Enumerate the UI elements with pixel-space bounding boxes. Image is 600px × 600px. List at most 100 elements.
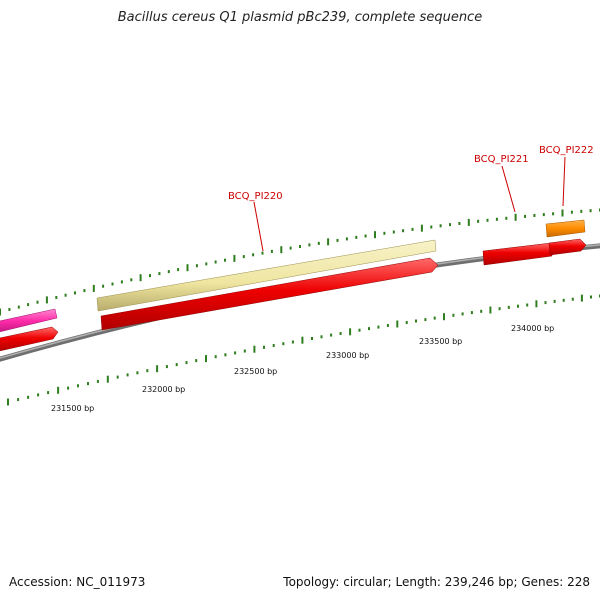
outer-track-tick: [430, 225, 433, 229]
accession-label: Accession: NC_011973: [9, 575, 146, 589]
outer-track-tick: [224, 258, 226, 262]
outer-track-tick: [439, 224, 442, 228]
gene-feature-bcq-pi221[interactable]: [482, 242, 553, 266]
leader-line-bcq-pi222: [562, 156, 566, 207]
sequence-stats-label: Topology: circular; Length: 239,246 bp; …: [283, 575, 590, 589]
gene-label-bcq-pi221[interactable]: BCQ_PI221: [474, 154, 529, 165]
outer-track-tick: [270, 249, 273, 253]
outer-track-tick: [570, 210, 573, 214]
scale-tick: [146, 369, 149, 373]
scale-tick: [339, 332, 342, 335]
outer-track-tick: [17, 305, 20, 309]
outer-track-tick: [383, 231, 386, 235]
gene-feature-pink[interactable]: [0, 308, 58, 333]
scale-tick: [526, 303, 529, 307]
outer-track-tick: [102, 284, 105, 288]
outer-track-tick: [27, 303, 30, 307]
outer-track-tick: [120, 280, 123, 284]
scale-tick: [165, 365, 168, 369]
scale-tick: [47, 391, 50, 395]
scale-label-232000: 232000 bp: [142, 385, 185, 394]
outer-track-tick: [252, 253, 255, 257]
outer-track-tick: [92, 284, 95, 292]
outer-track-tick: [177, 268, 180, 272]
scale-label-234000: 234000 bp: [511, 324, 554, 333]
scale-tick: [156, 365, 159, 373]
outer-track-tick: [364, 234, 367, 238]
outer-track-tick: [589, 209, 592, 213]
scale-tick: [562, 298, 565, 302]
scale-tick: [234, 351, 237, 355]
outer-track-tick: [36, 300, 39, 304]
scale-tick: [311, 337, 313, 340]
scale-tick: [461, 312, 464, 316]
outer-track-tick: [186, 264, 189, 272]
gene-feature-bcq-pi222[interactable]: [545, 219, 586, 238]
outer-track-tick: [242, 255, 245, 259]
scale-tick: [377, 325, 380, 329]
scale-tick: [57, 386, 60, 394]
outer-track-tick: [336, 238, 339, 242]
scale-tick: [507, 305, 510, 309]
outer-track-tick: [449, 223, 451, 227]
scale-tick: [544, 301, 547, 305]
outer-track-tick: [0, 308, 1, 316]
scale-tick: [415, 319, 417, 323]
scale-tick: [517, 304, 519, 308]
scale-tick: [224, 353, 227, 357]
outer-track-tick: [392, 230, 395, 234]
scale-tick: [7, 398, 9, 406]
scale-tick: [301, 336, 304, 344]
outer-track-tick: [533, 214, 536, 217]
scale-tick: [205, 355, 207, 363]
scale-tick: [67, 386, 70, 390]
outer-track-tick: [139, 274, 142, 282]
outer-track-tick: [458, 222, 461, 225]
scale-tick: [470, 311, 473, 315]
outer-track-tick: [411, 227, 414, 231]
outer-track-tick: [477, 219, 480, 223]
gene-label-bcq-pi222[interactable]: BCQ_PI222: [539, 145, 594, 156]
scale-tick: [96, 379, 99, 383]
outer-track-tick: [524, 214, 526, 218]
scale-tick: [291, 340, 294, 344]
gene-feature-right[interactable]: [548, 238, 587, 256]
scale-tick: [37, 393, 40, 397]
gene-feature-left[interactable]: [0, 326, 59, 352]
scale-tick: [489, 306, 492, 314]
gene-feature-pale[interactable]: [96, 239, 437, 312]
scale-label-233000: 233000 bp: [326, 351, 369, 360]
scale-tick: [443, 313, 445, 321]
scale-tick: [175, 363, 178, 367]
gene-label-bcq-pi220[interactable]: BCQ_PI220: [228, 191, 283, 202]
scale-label-233500: 233500 bp: [419, 337, 462, 346]
scale-tick: [27, 395, 30, 399]
outer-track-tick: [420, 224, 423, 232]
scale-tick: [580, 294, 583, 302]
outer-track-tick: [205, 262, 208, 266]
outer-track-tick: [542, 213, 545, 217]
outer-track-tick: [317, 241, 320, 245]
scale-tick: [368, 327, 370, 331]
scale-tick: [590, 295, 592, 299]
scale-tick: [553, 299, 556, 303]
scale-label-232500: 232500 bp: [234, 367, 277, 376]
outer-track-tick: [261, 251, 264, 255]
gene-feature-bcq-pi220[interactable]: [100, 257, 439, 331]
outer-track-tick: [505, 216, 508, 220]
outer-track-tick: [308, 243, 311, 247]
scale-tick: [214, 355, 217, 359]
scale-tick: [433, 316, 436, 320]
outer-track-tick: [233, 254, 236, 262]
scale-tick: [243, 349, 246, 353]
scale-tick: [386, 324, 389, 327]
scale-tick: [349, 328, 352, 336]
outer-track-tick: [280, 246, 283, 254]
outer-track-tick: [467, 218, 470, 226]
outer-track-tick: [355, 235, 358, 239]
outer-track-tick: [8, 308, 11, 311]
outer-track-tick: [214, 260, 217, 264]
scale-label-231500: 231500 bp: [51, 404, 94, 413]
scale-tick: [106, 375, 109, 383]
